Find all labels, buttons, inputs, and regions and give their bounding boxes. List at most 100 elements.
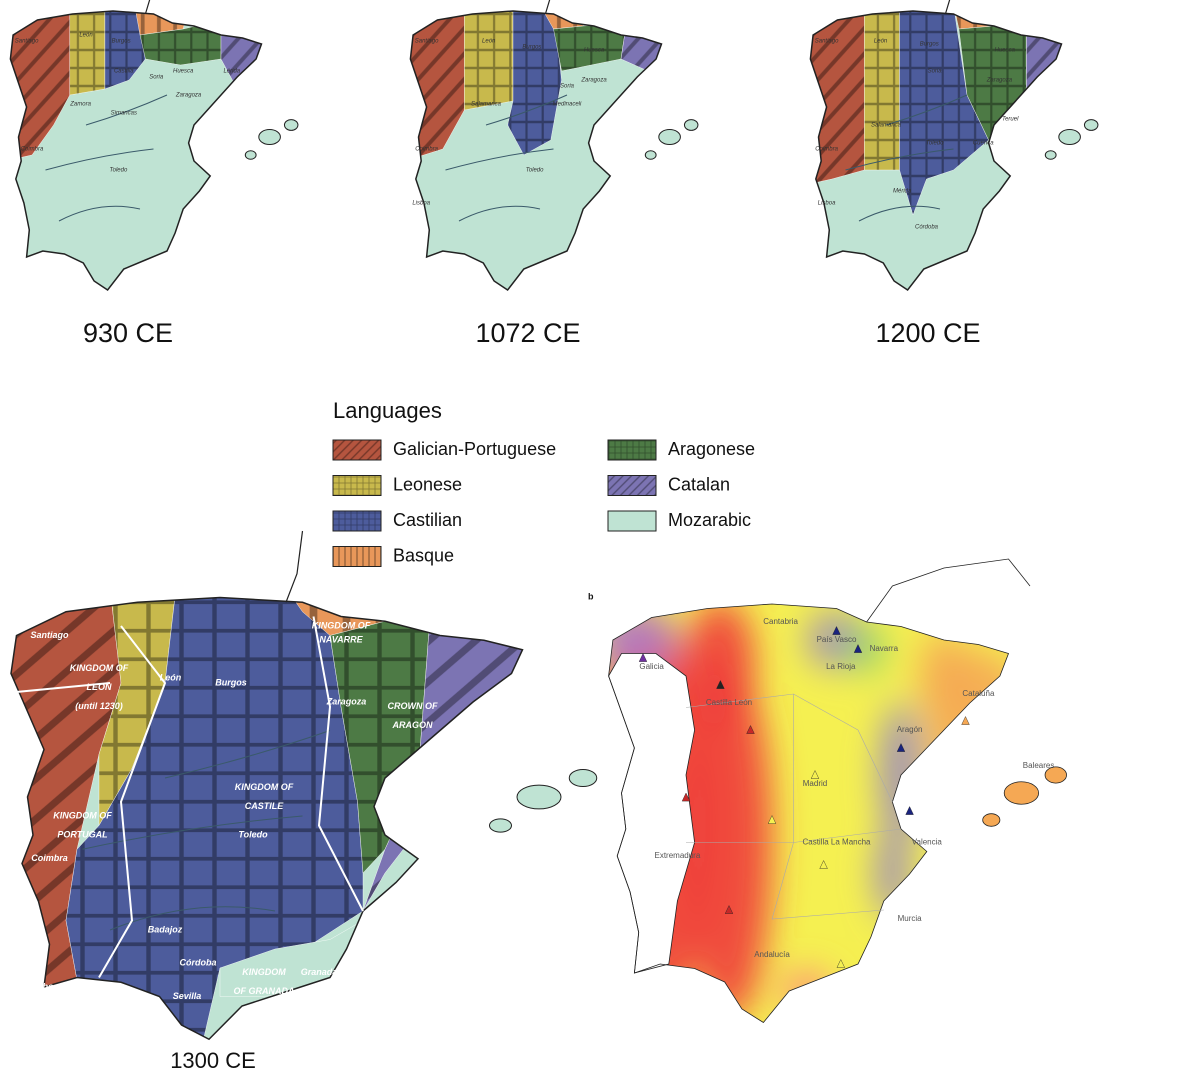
place-label: Lisboa [412,201,430,207]
place-label: Toledo [526,168,544,174]
place-label: Simancas [111,111,137,117]
island [517,785,561,809]
place-label: Santiago [815,39,839,45]
map-caption: 1200 CE [875,318,980,348]
place-label: Huesca [995,48,1016,54]
place-label: Santiago [15,39,39,45]
coastline [609,604,1009,1023]
coastline [410,11,661,290]
legend-cover [320,568,800,582]
legend-label: Basque [393,545,454,565]
region-label: Baleares [1023,761,1055,770]
region-label: Murcia [898,914,923,923]
place-label: Lisboa [818,201,836,207]
place-label: CASTILE [245,801,284,811]
region-label: Madrid [803,779,827,788]
place-label: Burgos [522,45,541,51]
place-label: León [160,673,182,683]
map [5,0,298,290]
language-region [70,11,105,95]
panel-tag: b [588,591,594,601]
place-label: Burgos [215,677,247,687]
sample-marker [837,960,845,968]
legend-swatch [607,439,657,461]
place-label: PORTUGAL [57,829,107,839]
sample-marker [682,793,690,801]
legend-label: Catalan [668,474,730,494]
legend-label: Aragonese [668,439,755,459]
island [684,120,698,131]
map-caption: 1072 CE [475,318,580,348]
coastline [810,11,1061,290]
island [284,120,298,131]
place-label: Zaragoza [326,696,367,706]
place-label: NAVARRE [319,635,363,645]
language-region [810,11,864,185]
region-label: Andalucía [754,950,790,959]
island [245,151,256,159]
region-label: Extremadura [655,851,701,860]
place-label: Salamanca [871,123,902,129]
map [591,559,1066,1045]
place-label: Granada [301,967,338,977]
place-label: Huesca [173,69,194,75]
island [569,769,597,786]
map [0,531,597,1063]
sample-marker [747,726,755,734]
river [446,95,568,221]
place-label: KINGDOM OF [235,782,294,792]
island [1004,782,1038,805]
place-label: LEON [86,682,112,692]
legend-label: Castilian [393,510,462,530]
place-label: Coimbra [415,147,438,153]
coastline [10,11,261,290]
legend-swatch [332,475,382,496]
region-borders [686,694,901,919]
place-label: Córdoba [915,225,939,231]
heat-blob [780,973,833,1009]
region-label: Aragón [897,725,923,734]
island [490,819,512,832]
legend-label: Galician-Portuguese [393,439,556,459]
legend-swatch [607,510,657,532]
sample-marker [854,645,862,653]
place-label: Coimbra [31,853,68,863]
place-label: Zaragoza [580,78,607,84]
river [46,95,168,221]
place-label: KINGDOM OF [312,620,371,630]
island [1045,151,1056,159]
place-label: CROWN OF [388,701,438,711]
region-label: Cataluña [962,689,995,698]
france-border [867,559,1030,622]
place-label: Teruel [1002,117,1019,123]
border-line [145,0,153,14]
place-label: KINGDOM [242,967,286,977]
region-label: Cantabria [763,617,798,626]
border-line [545,0,553,14]
sample-marker [820,861,828,869]
island [645,151,656,159]
map-caption: 930 CE [83,318,173,348]
place-label: ARAGON [392,720,433,730]
place-label: Zamora [69,102,91,108]
legend-swatch [332,439,382,461]
place-label: Salamanca [471,102,502,108]
region-label: Galicia [639,662,664,671]
map [405,0,698,290]
place-label: Sevilla [173,991,202,1001]
place-label: Castilla [114,69,134,75]
place-label: Badajoz [148,924,183,934]
place-label: Cuenca [973,141,994,147]
sample-marker [811,771,819,779]
place-label: Zaragoza [175,93,202,99]
place-label: Mérida [893,189,912,195]
region-label: Valencia [912,838,943,847]
place-label: Coimbra [815,147,838,153]
legend-swatch [332,510,382,532]
place-label: Santiago [415,39,439,45]
place-label: Zaragoza [986,78,1013,84]
map [805,0,1098,290]
sample-marker [962,717,970,725]
place-label: Soria [928,69,943,75]
place-label: Coimbra [21,147,44,153]
